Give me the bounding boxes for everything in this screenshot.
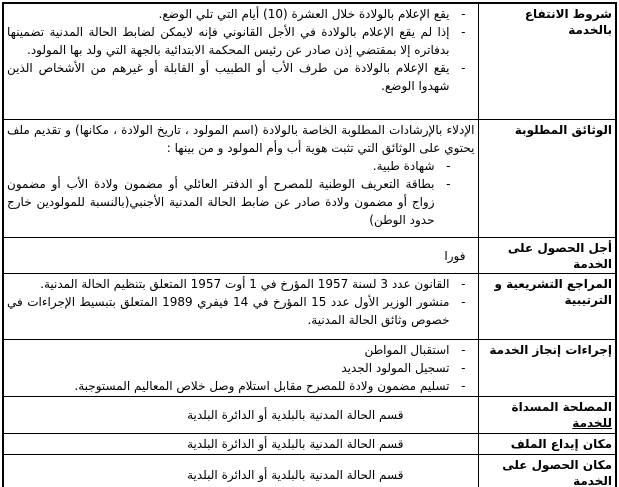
row-header-providing-department: المصلحة المسداة للخدمة: [477, 396, 617, 434]
row-content-legal-references: - القانون عدد 3 لسنة 1957 المؤرخ في 1 أوت…: [2, 273, 479, 340]
bullet-text: شهادة طبية.: [372, 159, 435, 173]
bullet-dash-marker: -: [461, 361, 466, 375]
row-header-obtaining-place: مكان الحصول على الخدمة: [477, 454, 617, 487]
bullet-dash-marker: -: [446, 159, 451, 173]
header-text: المصلحة المسداة: [511, 400, 613, 414]
bullet-list: - القانون عدد 3 لسنة 1957 المؤرخ في 1 أوت…: [7, 275, 475, 329]
bullet-item: - تسجيل المولود الجديد: [7, 359, 475, 377]
bullet-dash-marker: -: [446, 177, 451, 191]
bullet-list: - شهادة طبية. - بطاقة التعريف الوطنية للمصر…: [7, 157, 475, 229]
intro-paragraph: الإدلاء بالإرشادات المطلوبة الخاصة بالول…: [7, 123, 475, 155]
bullet-text: منشور الوزير الأول عدد 15 المؤرخ في 14 ف…: [7, 295, 450, 327]
row-header-service-conditions: شروط الانتفاع بالخدمة: [477, 2, 617, 120]
row-content-service-delay: فورا: [2, 237, 479, 274]
bullet-text: إذا لم يقع الإعلام بالولادة في الأجل الق…: [7, 25, 450, 57]
bullet-text: القانون عدد 3 لسنة 1957 المؤرخ في 1 أوت …: [40, 277, 450, 291]
bullet-dash-marker: -: [461, 379, 466, 393]
row-header-service-procedures: إجراءات إنجاز الخدمة: [477, 339, 617, 397]
bullet-text: تسليم مضمون ولادة للمصرح مقابل استلام وص…: [74, 379, 450, 393]
bullet-dash-marker: -: [461, 25, 466, 39]
bullet-dash-marker: -: [461, 295, 466, 309]
bullet-item: - استقبال المواطن: [7, 341, 475, 359]
row-content-providing-department: قسم الحالة المدنية بالبلدية أو الدائرة ا…: [2, 396, 479, 434]
table-row: مكان الحصول على الخدمة قسم الحالة المدني…: [2, 454, 617, 487]
table-row: مكان إيداع الملف قسم الحالة المدنية بالب…: [2, 433, 617, 455]
bullet-item: - بطاقة التعريف الوطنية للمصرح أو الدفتر …: [7, 175, 475, 229]
table-row: شروط الانتفاع بالخدمة - يقع الإعلام بالول…: [2, 2, 617, 120]
bullet-item: - يقع الإعلام بالولادة خلال العشرة (10) أ…: [7, 5, 475, 23]
bullet-text: يقع الإعلام بالولادة خلال العشرة (10) أي…: [158, 7, 450, 21]
bullet-text: بطاقة التعريف الوطنية للمصرح أو الدفتر ا…: [7, 177, 435, 227]
row-content-required-documents: الإدلاء بالإرشادات المطلوبة الخاصة بالول…: [2, 119, 479, 238]
bullet-dash-marker: -: [461, 277, 466, 291]
bullet-item: - شهادة طبية.: [7, 157, 475, 175]
table-row: المراجع التشريعية و الترتيبية - القانون ع…: [2, 273, 617, 340]
bullet-dash-marker: -: [461, 343, 466, 357]
bullet-item: - القانون عدد 3 لسنة 1957 المؤرخ في 1 أوت…: [7, 275, 475, 293]
row-header-required-documents: الوثائق المطلوبة: [477, 119, 617, 238]
bullet-dash-marker: -: [461, 61, 466, 75]
row-header-legal-references: المراجع التشريعية و الترتيبية: [477, 273, 617, 340]
row-header-filing-place: مكان إيداع الملف: [477, 433, 617, 455]
table-row: أجل الحصول على الخدمة فورا: [2, 237, 617, 274]
table-row: المصلحة المسداة للخدمة قسم الحالة المدني…: [2, 396, 617, 434]
bullet-text: تسجيل المولود الجديد: [341, 361, 450, 375]
header-text-underlined: للخدمة: [572, 416, 612, 430]
row-content-filing-place: قسم الحالة المدنية بالبلدية أو الدائرة ا…: [2, 433, 479, 455]
bullet-list: - يقع الإعلام بالولادة خلال العشرة (10) أ…: [7, 5, 475, 95]
bullet-item: - منشور الوزير الأول عدد 15 المؤرخ في 14 …: [7, 293, 475, 329]
bullet-dash-marker: -: [461, 7, 466, 21]
bullet-list: - استقبال المواطن - تسجيل المولود الجديد - تس…: [7, 341, 475, 395]
bullet-text: استقبال المواطن: [364, 343, 450, 357]
row-content-service-procedures: - استقبال المواطن - تسجيل المولود الجديد - تس…: [2, 339, 479, 397]
row-header-service-delay: أجل الحصول على الخدمة: [477, 237, 617, 274]
bullet-item: - يقع الإعلام بالولادة من طرف الأب أو الط…: [7, 59, 475, 95]
row-content-obtaining-place: قسم الحالة المدنية بالبلدية أو الدائرة ا…: [2, 454, 479, 487]
table-row: الوثائق المطلوبة الإدلاء بالإرشادات المط…: [2, 119, 617, 238]
bullet-item: - إذا لم يقع الإعلام بالولادة في الأجل ال…: [7, 23, 475, 59]
bullet-text: يقع الإعلام بالولادة من طرف الأب أو الطب…: [7, 61, 450, 93]
bullet-item: - تسليم مضمون ولادة للمصرح مقابل استلام و…: [7, 377, 475, 395]
table-row: إجراءات إنجاز الخدمة - استقبال المواطن - تس…: [2, 339, 617, 397]
row-content-service-conditions: - يقع الإعلام بالولادة خلال العشرة (10) أ…: [2, 2, 479, 120]
